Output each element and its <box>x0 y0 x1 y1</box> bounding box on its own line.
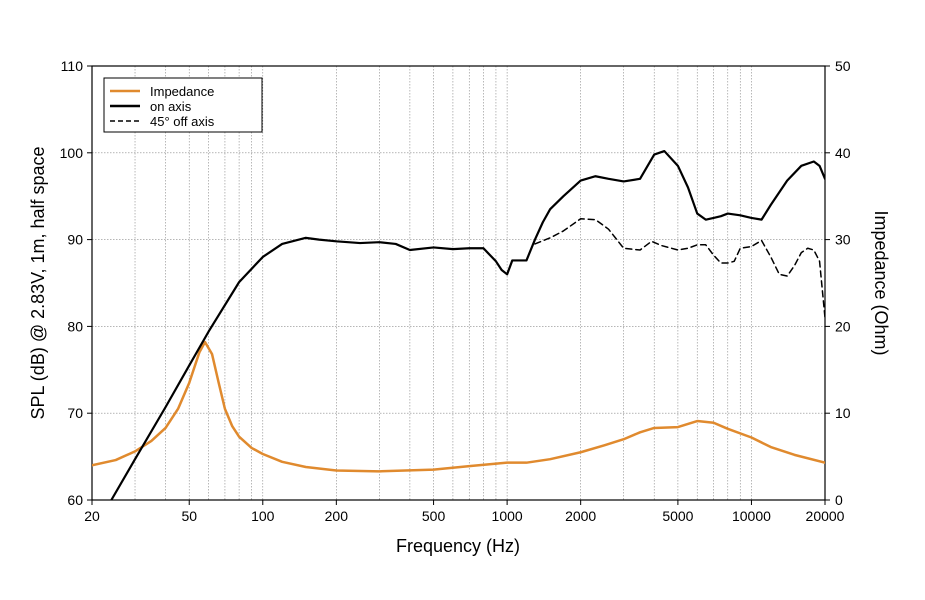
series-line-45-off-axis <box>534 218 825 319</box>
x-tick-label: 500 <box>422 508 446 524</box>
series-line-on-axis <box>110 149 825 500</box>
y-left-tick-label: 110 <box>61 58 84 74</box>
x-axis-title: Frequency (Hz) <box>396 536 520 556</box>
grid <box>92 66 825 500</box>
y-right-tick-label: 40 <box>835 145 851 161</box>
y-left-tick-label: 90 <box>67 232 83 248</box>
y-right-tick-label: 50 <box>835 58 851 74</box>
x-tick-label: 20 <box>84 508 100 524</box>
x-tick-label: 1000 <box>492 508 523 524</box>
y-right-tick-label: 0 <box>835 492 843 508</box>
y-right-tick-label: 20 <box>835 318 851 334</box>
x-tick-label: 5000 <box>662 508 693 524</box>
x-tick-label: 20000 <box>806 508 845 524</box>
plot-frame <box>91 65 826 501</box>
y-left-tick-label: 60 <box>67 492 83 508</box>
x-tick-label: 200 <box>325 508 349 524</box>
y-axis-right-title: Impedance (Ohm) <box>871 210 891 355</box>
y-left-tick-label: 80 <box>67 318 83 334</box>
x-tick-label: 2000 <box>565 508 596 524</box>
x-tick-label: 50 <box>181 508 197 524</box>
y-axis-left-title: SPL (dB) @ 2.83V, 1m, half space <box>28 146 48 419</box>
axis-ticks: 20 50 100 200 500 1000 2000 5000 10000 2000060708… <box>60 58 851 524</box>
y-left-tick-label: 100 <box>60 145 84 161</box>
series-line-impedance <box>92 340 825 473</box>
legend-label-impedance: Impedance <box>150 84 214 99</box>
y-left-tick-label: 70 <box>67 405 83 421</box>
y-right-tick-label: 10 <box>835 405 851 421</box>
y-right-tick-label: 30 <box>835 232 851 248</box>
x-tick-label: 100 <box>251 508 275 524</box>
x-tick-label: 10000 <box>732 508 771 524</box>
legend-label-off-axis: 45° off axis <box>150 114 215 129</box>
legend: Impedance on axis 45° off axis <box>103 77 263 133</box>
series <box>92 149 825 500</box>
legend-label-on-axis: on axis <box>150 99 192 114</box>
